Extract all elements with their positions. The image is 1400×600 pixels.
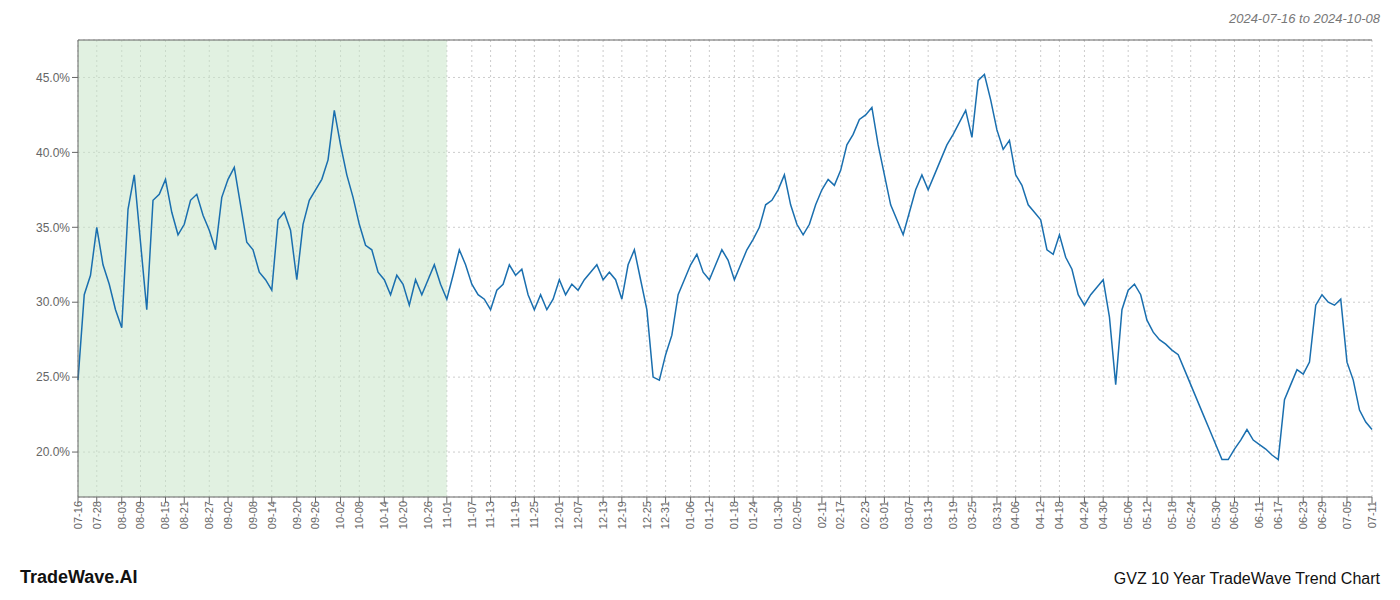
svg-text:06-29: 06-29 [1316,501,1328,529]
svg-text:01-06: 01-06 [684,501,696,529]
svg-text:08-03: 08-03 [116,501,128,529]
svg-text:08-15: 08-15 [159,501,171,529]
svg-text:06-23: 06-23 [1297,501,1309,529]
svg-text:05-06: 05-06 [1122,501,1134,529]
svg-text:30.0%: 30.0% [36,295,70,309]
svg-text:02-23: 02-23 [859,501,871,529]
svg-text:12-25: 12-25 [641,501,653,529]
svg-text:05-18: 05-18 [1166,501,1178,529]
svg-text:04-24: 04-24 [1078,501,1090,529]
svg-text:01-18: 01-18 [728,501,740,529]
svg-text:03-13: 03-13 [922,501,934,529]
svg-text:06-17: 06-17 [1272,501,1284,529]
svg-text:11-19: 11-19 [509,501,521,528]
svg-text:08-09: 08-09 [134,501,146,529]
svg-text:07-28: 07-28 [91,501,103,529]
svg-text:09-02: 09-02 [222,501,234,529]
html-text:TradeWave.AI: TradeWave.AI [20,567,138,587]
svg-text:04-18: 04-18 [1053,501,1065,529]
svg-text:10-14: 10-14 [378,501,390,529]
svg-text:09-14: 09-14 [266,501,278,529]
svg-text:03-31: 03-31 [991,501,1003,529]
svg-text:03-01: 03-01 [878,501,890,529]
svg-text:12-19: 12-19 [616,501,628,529]
svg-text:08-27: 08-27 [203,501,215,529]
svg-text:10-20: 10-20 [397,501,409,529]
svg-text:06-05: 06-05 [1228,501,1240,529]
svg-text:02-17: 02-17 [834,501,846,529]
svg-text:10-02: 10-02 [334,501,346,529]
svg-text:09-26: 09-26 [309,501,321,529]
svg-text:12-31: 12-31 [659,501,671,529]
svg-text:05-24: 05-24 [1185,501,1197,529]
svg-text:11-25: 11-25 [528,501,540,528]
svg-text:09-20: 09-20 [291,501,303,529]
svg-text:10-08: 10-08 [353,501,365,529]
svg-text:04-30: 04-30 [1097,501,1109,529]
svg-text:11-07: 11-07 [466,501,478,528]
svg-text:07-11: 07-11 [1366,501,1378,528]
html-text:GVZ 10 Year TradeWave Trend Ch: GVZ 10 Year TradeWave Trend Chart [1113,570,1380,587]
svg-text:40.0%: 40.0% [36,146,70,160]
svg-text:02-05: 02-05 [791,501,803,529]
svg-text:01-24: 01-24 [747,501,759,529]
svg-text:12-07: 12-07 [572,501,584,529]
svg-text:06-11: 06-11 [1253,501,1265,528]
svg-text:01-30: 01-30 [772,501,784,529]
svg-text:11-13: 11-13 [484,501,496,528]
svg-text:25.0%: 25.0% [36,370,70,384]
svg-text:12-01: 12-01 [553,501,565,529]
svg-text:04-12: 04-12 [1034,501,1046,529]
html-text:2024-07-16 to 2024-10-08: 2024-07-16 to 2024-10-08 [1228,11,1380,26]
svg-text:03-07: 03-07 [903,501,915,529]
svg-text:20.0%: 20.0% [36,445,70,459]
svg-text:01-12: 01-12 [703,501,715,529]
svg-text:02-11: 02-11 [816,501,828,528]
svg-text:08-21: 08-21 [178,501,190,529]
svg-text:05-12: 05-12 [1141,501,1153,529]
svg-text:07-16: 07-16 [72,501,84,529]
svg-text:11-01: 11-01 [441,501,453,528]
svg-text:35.0%: 35.0% [36,221,70,235]
svg-text:45.0%: 45.0% [36,71,70,85]
svg-text:03-19: 03-19 [947,501,959,529]
svg-text:09-08: 09-08 [247,501,259,529]
svg-text:04-06: 04-06 [1009,501,1021,529]
svg-text:12-13: 12-13 [597,501,609,529]
svg-text:07-05: 07-05 [1341,501,1353,529]
svg-text:03-25: 03-25 [966,501,978,529]
svg-text:10-26: 10-26 [422,501,434,529]
svg-text:05-30: 05-30 [1210,501,1222,529]
